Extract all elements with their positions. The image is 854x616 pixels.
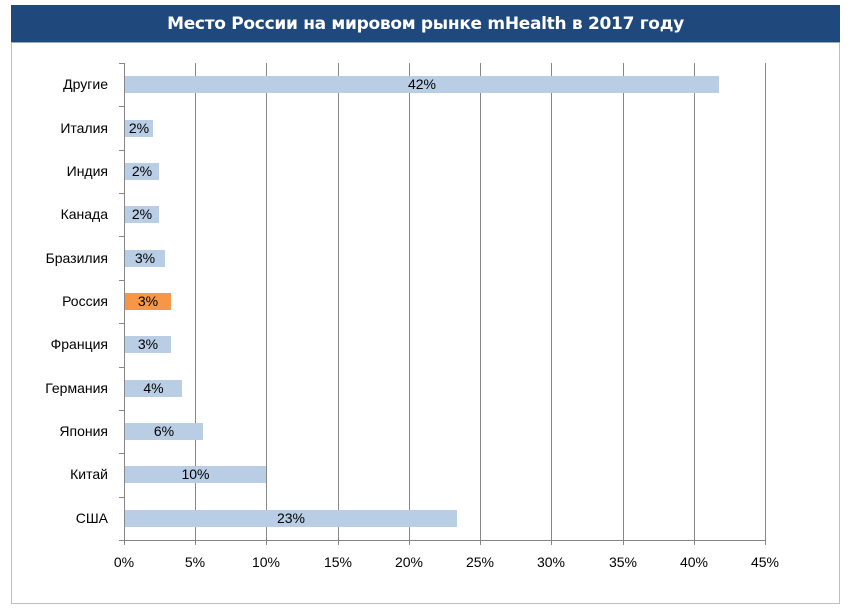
category-label: Другие — [63, 76, 108, 92]
x-tick-label: 35% — [608, 554, 638, 570]
x-tick-mark — [338, 540, 339, 545]
gridline — [765, 63, 766, 540]
x-tick-mark — [124, 540, 125, 545]
bar-data-label: 3% — [137, 293, 159, 309]
bar-4 — [125, 206, 159, 223]
x-tick-mark — [623, 540, 624, 545]
x-tick-label: 20% — [394, 554, 424, 570]
bar-data-label: 2% — [128, 120, 150, 136]
bar-1 — [125, 76, 719, 93]
gridline — [409, 63, 410, 540]
gridline — [694, 63, 695, 540]
bar-data-label: 3% — [134, 250, 156, 266]
bar-data-label: 2% — [131, 206, 153, 222]
bar-8 — [125, 380, 182, 397]
x-axis — [119, 540, 765, 541]
category-label: Италия — [60, 120, 108, 136]
chart-title: Место России на мировом рынке mHealth в … — [167, 13, 684, 34]
x-tick-label: 45% — [750, 554, 780, 570]
y-tick-mark — [119, 540, 124, 541]
bar-data-label: 2% — [131, 163, 153, 179]
y-tick-mark — [119, 323, 124, 324]
bar-7 — [125, 336, 171, 353]
x-tick-label: 30% — [536, 554, 566, 570]
bar-data-label: 42% — [407, 76, 437, 92]
bar-data-label: 3% — [137, 336, 159, 352]
category-label: Индия — [66, 163, 108, 179]
x-tick-mark — [480, 540, 481, 545]
y-tick-mark — [119, 193, 124, 194]
y-tick-mark — [119, 106, 124, 107]
x-tick-mark — [409, 540, 410, 545]
gridline — [266, 63, 267, 540]
y-tick-mark — [119, 150, 124, 151]
gridline — [623, 63, 624, 540]
gridline — [338, 63, 339, 540]
bar-data-label: 4% — [143, 380, 164, 396]
y-tick-mark — [119, 497, 124, 498]
y-tick-mark — [119, 63, 124, 64]
bar-data-label: 23% — [276, 510, 306, 526]
y-tick-mark — [119, 367, 124, 368]
bar-data-label: 10% — [181, 466, 210, 482]
category-label: Россия — [62, 293, 108, 309]
y-tick-mark — [119, 280, 124, 281]
gridline — [551, 63, 552, 540]
gridline — [195, 63, 196, 540]
x-tick-mark — [195, 540, 196, 545]
x-tick-mark — [765, 540, 766, 545]
x-tick-mark — [266, 540, 267, 545]
x-tick-label: 0% — [113, 554, 135, 570]
bar-3 — [125, 163, 159, 180]
bar-data-label: 6% — [153, 423, 175, 439]
y-tick-mark — [119, 236, 124, 237]
plot-area: 42% 2% 2% 2% 3% 3% 3% 4% 6% 10% 23% — [119, 63, 766, 545]
y-axis — [124, 63, 125, 545]
x-tick-label: 15% — [323, 554, 353, 570]
bar-6 — [125, 293, 171, 310]
x-tick-label: 25% — [465, 554, 495, 570]
category-label: Япония — [59, 423, 108, 439]
x-tick-label: 40% — [679, 554, 709, 570]
x-tick-mark — [694, 540, 695, 545]
category-label: Бразилия — [45, 250, 108, 266]
category-label: Канада — [60, 206, 108, 222]
bar-11 — [125, 510, 457, 527]
x-tick-label: 5% — [184, 554, 206, 570]
x-tick-mark — [551, 540, 552, 545]
y-tick-mark — [119, 453, 124, 454]
gridline — [480, 63, 481, 540]
bar-9 — [125, 423, 203, 440]
category-label: Германия — [45, 380, 108, 396]
x-tick-label: 10% — [251, 554, 281, 570]
chart-title-bar: Место России на мировом рынке mHealth в … — [11, 5, 840, 43]
category-label: США — [75, 510, 108, 526]
bar-2 — [125, 120, 153, 137]
bar-5 — [125, 250, 165, 267]
bar-10 — [125, 466, 266, 483]
category-label: Китай — [70, 466, 108, 482]
category-label: Франция — [50, 336, 108, 352]
y-tick-mark — [119, 410, 124, 411]
